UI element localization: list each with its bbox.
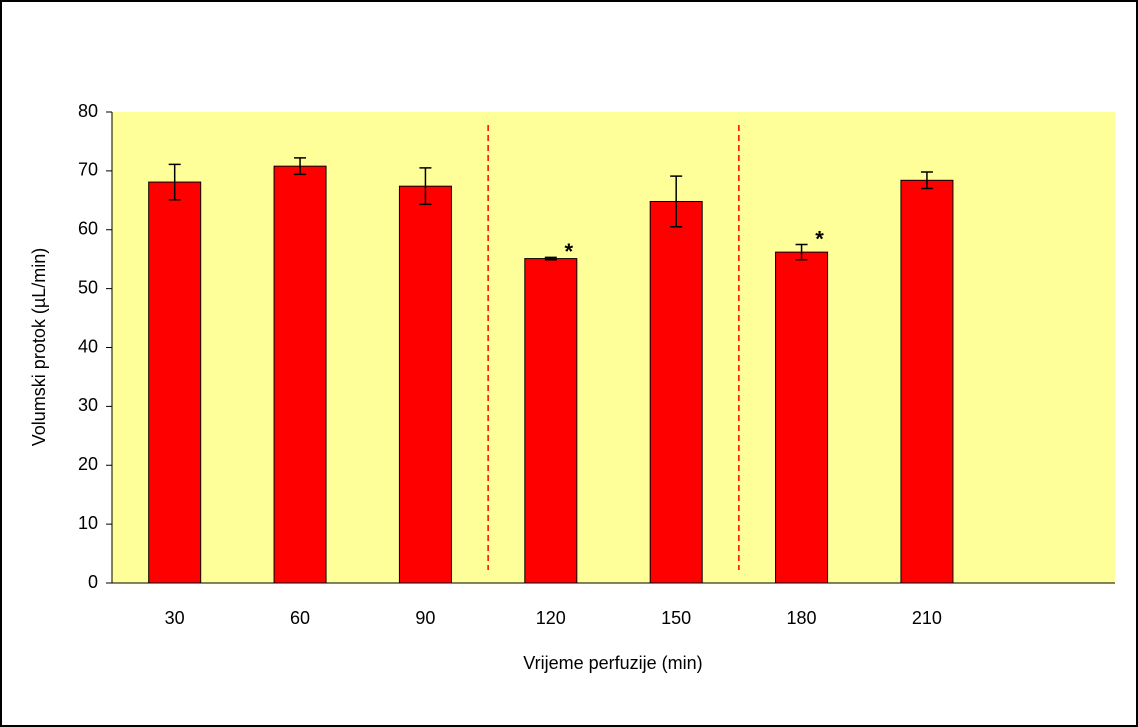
y-axis-label: Volumski protok (µL/min) xyxy=(29,248,49,446)
error-bar xyxy=(168,163,181,201)
y-tick-label: 20 xyxy=(78,454,98,474)
annotation: * xyxy=(565,239,574,264)
bar xyxy=(398,185,452,584)
x-tick-label: 180 xyxy=(787,608,817,628)
x-tick-label: 210 xyxy=(912,608,942,628)
x-tick-label: 30 xyxy=(165,608,185,628)
error-bar xyxy=(419,167,432,206)
bar xyxy=(900,179,954,584)
y-tick-label: 30 xyxy=(78,395,98,415)
x-tick-label: 60 xyxy=(290,608,310,628)
error-bar xyxy=(670,175,683,228)
error-bar xyxy=(795,243,808,261)
error-bar xyxy=(294,157,307,176)
y-tick-label: 60 xyxy=(78,219,98,239)
x-tick-label: 120 xyxy=(536,608,566,628)
y-tick-label: 50 xyxy=(78,277,98,297)
bar xyxy=(775,251,829,584)
x-tick-label: 150 xyxy=(661,608,691,628)
error-bar xyxy=(544,256,557,261)
bar xyxy=(148,181,202,584)
plot-area xyxy=(112,112,1115,583)
y-tick-label: 70 xyxy=(78,160,98,180)
bar xyxy=(524,258,578,584)
y-tick-label: 80 xyxy=(78,101,98,121)
y-tick-label: 10 xyxy=(78,513,98,533)
x-axis-label: Vrijeme perfuzije (min) xyxy=(523,653,702,673)
bar xyxy=(273,165,327,584)
y-tick-label: 40 xyxy=(78,336,98,356)
error-bar xyxy=(920,171,933,190)
x-tick-label: 90 xyxy=(415,608,435,628)
y-tick-label: 0 xyxy=(88,572,98,592)
annotation: * xyxy=(815,226,824,251)
bar xyxy=(649,200,703,584)
